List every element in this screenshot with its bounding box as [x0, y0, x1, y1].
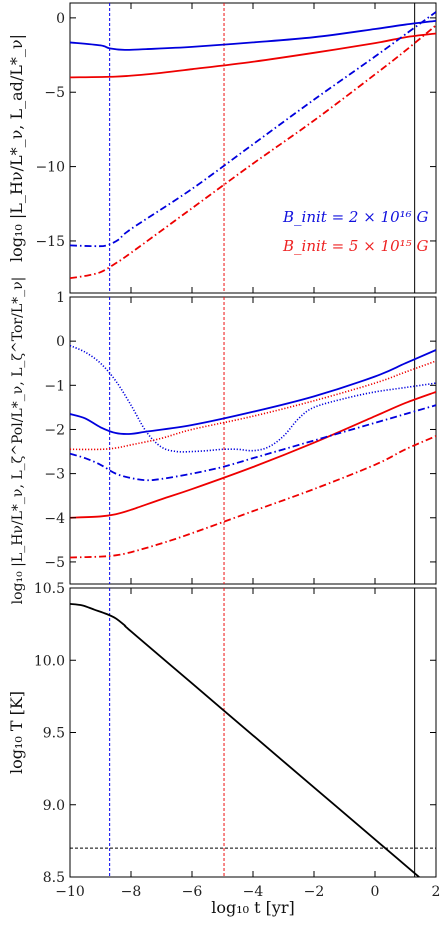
ytick-label-middle-5: −4: [44, 511, 65, 527]
legend-entry-red: B_init = 5 × 10¹⁵ G: [282, 237, 428, 255]
ytick-label-middle-1: 0: [56, 334, 65, 350]
y-axis-title-middle: log₁₀ |L_Hν/L*_ν, L_ζ^Pol/L*_ν, L_ζ^Tor/…: [10, 277, 26, 605]
ytick-label-top-0: 0: [56, 11, 65, 27]
ytick-label-middle-6: −5: [44, 555, 65, 571]
plot-frame-middle: [69, 296, 437, 585]
ytick-label-top-3: −15: [35, 234, 65, 250]
xtick-label-6: 2: [432, 884, 441, 900]
series-middle-5-dashdot: [70, 435, 436, 559]
top-panel: 0 −5 −10 −15 log₁₀ |L_Hν/L*_ν, L_ad/L*_ν|: [7, 2, 437, 294]
series-top-3-dashdot: [70, 24, 436, 280]
xtick-label-2: −6: [182, 884, 203, 900]
ytick-label-middle-4: −3: [44, 467, 65, 483]
ytick-label-top-1: −5: [44, 85, 65, 101]
plot-area-middle: [70, 297, 436, 584]
y-axis-title-bottom: log₁₀ T [K]: [7, 691, 26, 774]
plot-area-top: [70, 3, 436, 293]
series-middle-3-dotted: [70, 360, 436, 451]
series-top-1-solid: [70, 32, 436, 79]
ytick-label-bottom-1: 10.0: [34, 653, 65, 669]
bottom-panel: 10.5 10.0 9.5 9.0 8.5−10 −8 −6 −4 −2 0 2 log₁₀ T [K…: [7, 581, 440, 900]
series-middle-1-solid: [70, 391, 436, 519]
y-axis-title-top: log₁₀ |L_Hν/L*_ν, L_ad/L*_ν|: [7, 34, 26, 262]
series-bottom-0-solid: [70, 602, 421, 877]
series-top-2-dashdot: [70, 11, 436, 248]
series-middle-2-dotted: [70, 344, 436, 453]
middle-panel: 1 0 −1 −2 −3 −4 −5 log₁₀ |L_Hν/L*_ν, L_ζ^Pol/L*…: [10, 277, 437, 605]
plot-frame-bottom: [69, 587, 437, 878]
ytick-label-middle-3: −2: [44, 422, 65, 438]
ytick-label-top-2: −10: [35, 160, 65, 176]
ytick-label-bottom-4: 8.5: [43, 870, 65, 886]
ytick-label-bottom-3: 9.0: [43, 798, 65, 814]
series-middle-0-solid: [70, 349, 436, 435]
bottom-x-axis-title: log₁₀ t [yr]: [211, 898, 295, 917]
xtick-label-0: −10: [55, 884, 85, 900]
xtick-label-4: −2: [304, 884, 325, 900]
ytick-label-middle-0: 1: [56, 290, 65, 306]
legend: B_init = 2 × 10¹⁶ G B_init = 5 × 10¹⁵ G: [282, 208, 428, 255]
ytick-label-bottom-0: 10.5: [34, 581, 65, 597]
xtick-label-1: −8: [121, 884, 142, 900]
xtick-label-3: −4: [243, 884, 264, 900]
plot-area-bottom: [70, 588, 436, 877]
xtick-label-5: 0: [371, 884, 380, 900]
ytick-label-middle-2: −1: [44, 378, 65, 394]
legend-entry-blue: B_init = 2 × 10¹⁶ G: [282, 208, 428, 226]
series-top-0-solid: [70, 19, 436, 51]
ytick-label-bottom-2: 9.5: [43, 726, 65, 742]
